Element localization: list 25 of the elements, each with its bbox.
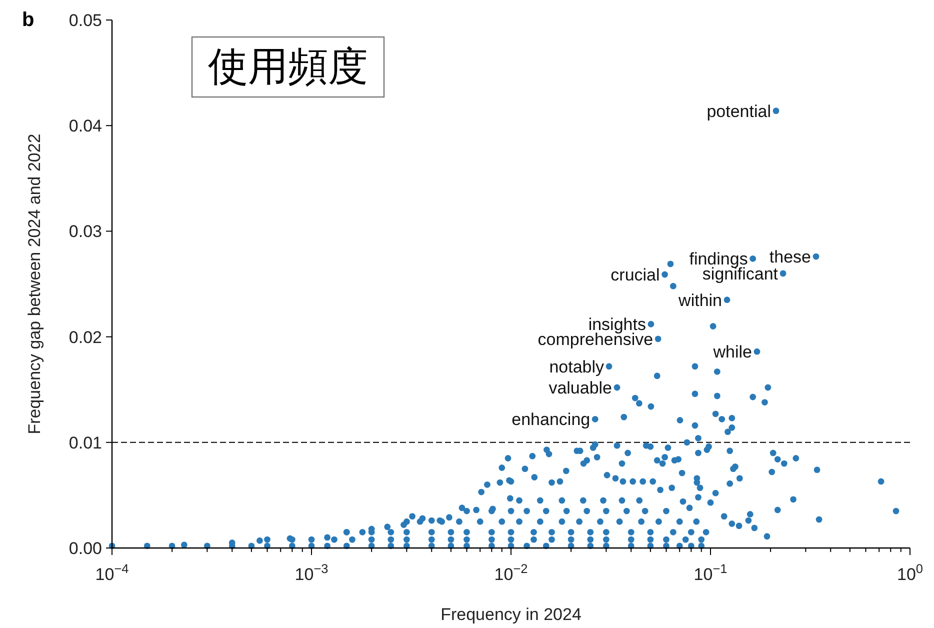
annotation: crucial <box>610 265 660 284</box>
text: b <box>22 9 34 31</box>
x-tick-label: 10$^{−2}$ <box>494 560 528 584</box>
y-tick-label: 0.04 <box>68 116 102 136</box>
annotation: valuable <box>548 378 612 398</box>
annotation: within <box>678 290 722 310</box>
x-tick-label: 10$^{0}$ <box>896 560 924 584</box>
annotation: while <box>712 342 752 362</box>
annotation: notably <box>549 357 605 376</box>
y-tick-label: 0.05 <box>68 11 102 30</box>
annotation: findings <box>689 250 748 269</box>
annotation: enhancing <box>512 410 590 430</box>
y-tick-label: 0.02 <box>68 328 102 347</box>
y-tick-label: 0.01 <box>68 433 102 452</box>
y-tick-label: 0.03 <box>68 222 102 242</box>
x-axis-title: Frequency in 2024 <box>440 605 582 624</box>
y-axis-title: Frequency gap between 2024 and 2022 <box>25 134 44 434</box>
y-tick-label: 0.00 <box>68 539 102 558</box>
annotation: potential <box>706 102 772 121</box>
x-tick-label: 10$^{−4}$ <box>95 560 129 584</box>
annotation: insights <box>588 315 646 334</box>
x-tick-label: 10$^{−3}$ <box>294 560 328 584</box>
x-tick-label: 10$^{−1}$ <box>694 560 728 584</box>
text: 使用頻度 <box>208 45 368 89</box>
annotation: these <box>769 248 812 267</box>
